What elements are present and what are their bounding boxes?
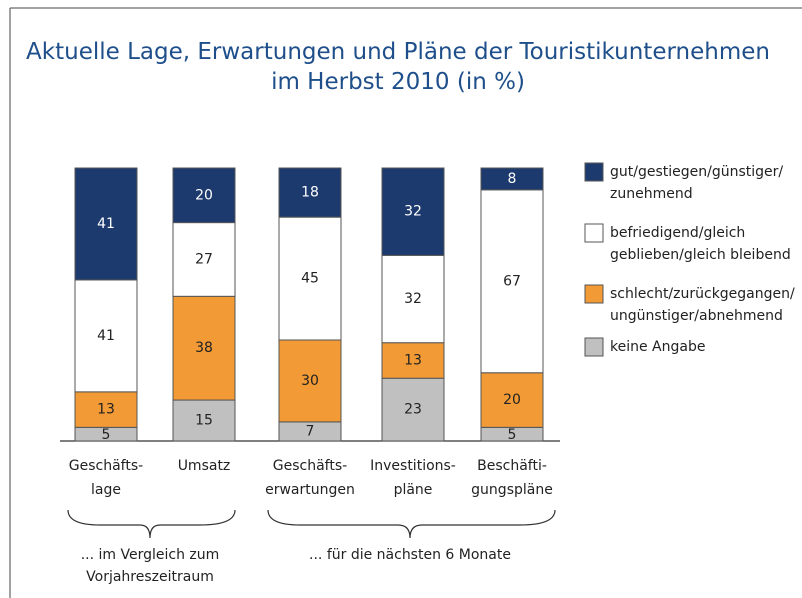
group-label: ... für die nächsten 6 Monate [309,547,511,563]
x-tick-label: Beschäfti-gungspläne [471,458,553,498]
bar-segment [381,254,445,344]
chart-title: Aktuelle Lage, Erwartungen und Pläne der… [26,39,770,95]
bar-segment [381,342,445,379]
group-label: ... im Vergleich zum Vorjahreszeitraum [81,547,220,585]
value-label: 23 [404,402,422,418]
value-label: 41 [97,216,115,232]
value-label: 67 [503,273,521,289]
value-label: 30 [301,373,319,389]
x-tick-label: Geschäfts-lage [69,458,143,498]
value-label: 27 [195,251,213,267]
legend-label: befriedigend/gleich geblieben/gleich blei… [610,225,791,263]
value-label: 5 [508,427,517,443]
bar-segment [172,167,236,224]
value-label: 32 [404,204,422,220]
legend-label: schlecht/zurückgegangen/ungünstiger/abne… [610,286,795,324]
bar-segment [278,167,342,218]
bar-segment [480,167,544,191]
bar-segment [278,216,342,341]
value-label: 20 [195,187,213,203]
legend-swatch [584,162,604,182]
brace [67,509,236,539]
legend-swatch [584,284,604,304]
value-label: 5 [102,427,111,443]
legend-label: gut/gestiegen/günstiger/zunehmend [610,164,783,202]
legend-swatch [584,337,604,357]
value-label: 7 [306,423,315,439]
legend-swatch [584,223,604,243]
value-label: 18 [301,185,319,201]
bar-segment [74,391,138,428]
x-tick-label: Geschäfts-erwartungen [265,458,355,498]
bar-segment [172,222,236,297]
legend-label: keine Angabe [610,339,705,355]
bar-segment [74,279,138,393]
value-label: 15 [195,413,213,429]
x-tick-label: Investitions-pläne [370,458,456,498]
bar-segment [381,167,445,256]
x-tick-label: Umsatz [178,458,231,474]
bar-segment [278,339,342,423]
brace [267,509,556,539]
value-label: 38 [195,340,213,356]
value-label: 13 [97,402,115,418]
bar-segment [480,372,544,428]
bar-segment [172,295,236,401]
value-label: 45 [301,271,319,287]
bar-segment [74,167,138,281]
value-label: 20 [503,392,521,408]
value-label: 41 [97,328,115,344]
bar-segment [480,189,544,374]
value-label: 13 [404,352,422,368]
value-label: 32 [404,291,422,307]
value-label: 8 [508,171,517,187]
